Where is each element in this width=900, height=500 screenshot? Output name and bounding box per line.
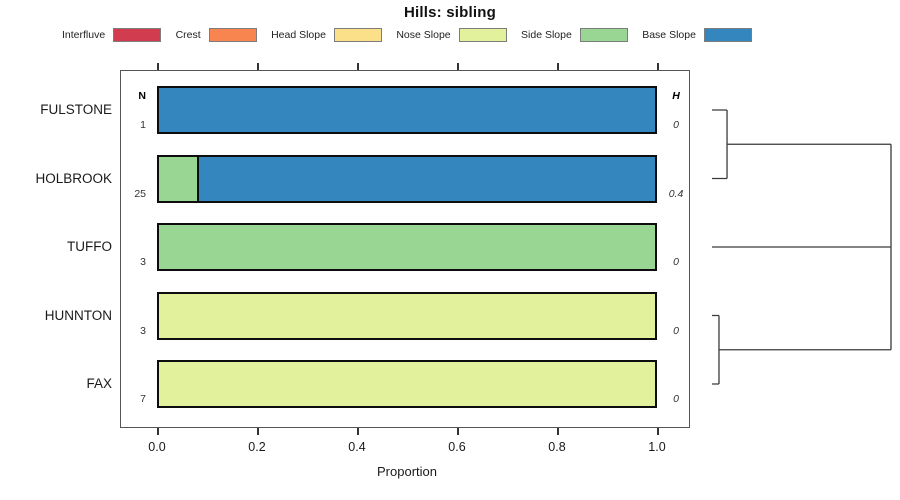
axis-tick-top xyxy=(557,63,559,70)
n-value: 7 xyxy=(140,393,146,405)
h-value: 0 xyxy=(673,119,679,131)
stacked-bar xyxy=(157,223,657,271)
x-axis-title: Proportion xyxy=(377,464,437,479)
legend-label: Nose Slope xyxy=(396,29,451,41)
h-value: 0 xyxy=(673,393,679,405)
legend-label: Side Slope xyxy=(521,29,572,41)
bar-segment xyxy=(159,225,655,269)
axis-tick-label: 0.6 xyxy=(448,440,466,454)
stacked-bar xyxy=(157,86,657,134)
dendrogram xyxy=(712,109,892,385)
stacked-bar xyxy=(157,154,657,203)
legend-swatch xyxy=(333,28,382,42)
legend-item: Side Slope xyxy=(521,28,628,42)
axis-tick-top xyxy=(657,63,659,70)
axis-tick-bottom xyxy=(357,428,359,435)
h-column-header: H xyxy=(672,90,680,102)
stacked-bar xyxy=(157,360,657,408)
legend-swatch xyxy=(208,28,257,42)
legend: Interfluve Crest Head Slope Nose Slope Side … xyxy=(62,26,752,44)
axis-tick-bottom xyxy=(157,428,159,435)
row-label: FAX xyxy=(86,376,112,391)
row-label: HOLBROOK xyxy=(35,170,112,186)
legend-item: Base Slope xyxy=(642,28,752,42)
bar-segment xyxy=(159,156,199,201)
bar-segment xyxy=(159,293,655,338)
bar-segment xyxy=(159,88,655,132)
axis-tick-label: 0.4 xyxy=(348,440,366,454)
legend-item: Crest xyxy=(176,28,257,42)
n-value: 3 xyxy=(140,256,146,268)
axis-tick-bottom xyxy=(557,428,559,435)
n-value: 3 xyxy=(140,324,146,337)
axis-tick-bottom xyxy=(457,428,459,435)
dendrogram-lines xyxy=(712,109,892,385)
chart-title: Hills: sibling xyxy=(404,4,496,21)
axis-tick-top xyxy=(257,63,259,70)
row-label: TUFFO xyxy=(67,239,112,254)
h-value: 0 xyxy=(673,324,679,337)
axis-tick-label: 0.8 xyxy=(548,440,566,454)
legend-swatch xyxy=(703,28,752,42)
bar-segment xyxy=(198,156,655,201)
legend-label: Head Slope xyxy=(271,29,326,41)
bar-segment xyxy=(159,362,655,406)
n-value: 1 xyxy=(140,119,146,131)
n-column-header: N xyxy=(138,90,146,102)
n-value: 25 xyxy=(134,187,146,200)
legend-item: Nose Slope xyxy=(396,28,507,42)
legend-swatch xyxy=(113,28,162,42)
axis-tick-top xyxy=(357,63,359,70)
axis-tick-top xyxy=(457,63,459,70)
axis-tick-top xyxy=(157,63,159,70)
legend-swatch xyxy=(579,28,628,42)
h-value: 0.4 xyxy=(668,187,684,200)
axis-tick-label: 0.0 xyxy=(148,440,166,454)
axis-tick-label: 1.0 xyxy=(648,440,666,454)
legend-item: Interfluve xyxy=(62,28,162,42)
axis-tick-bottom xyxy=(657,428,659,435)
legend-swatch xyxy=(458,28,507,42)
axis-tick-bottom xyxy=(257,428,259,435)
stacked-bar xyxy=(157,291,657,340)
axis-tick-label: 0.2 xyxy=(248,440,266,454)
legend-label: Crest xyxy=(175,29,201,41)
legend-item: Head Slope xyxy=(271,28,382,42)
h-value: 0 xyxy=(673,256,679,268)
legend-label: Base Slope xyxy=(642,29,696,41)
row-label: HUNNTON xyxy=(44,307,112,323)
row-label: FULSTONE xyxy=(40,102,112,117)
legend-label: Interfluve xyxy=(62,29,106,41)
